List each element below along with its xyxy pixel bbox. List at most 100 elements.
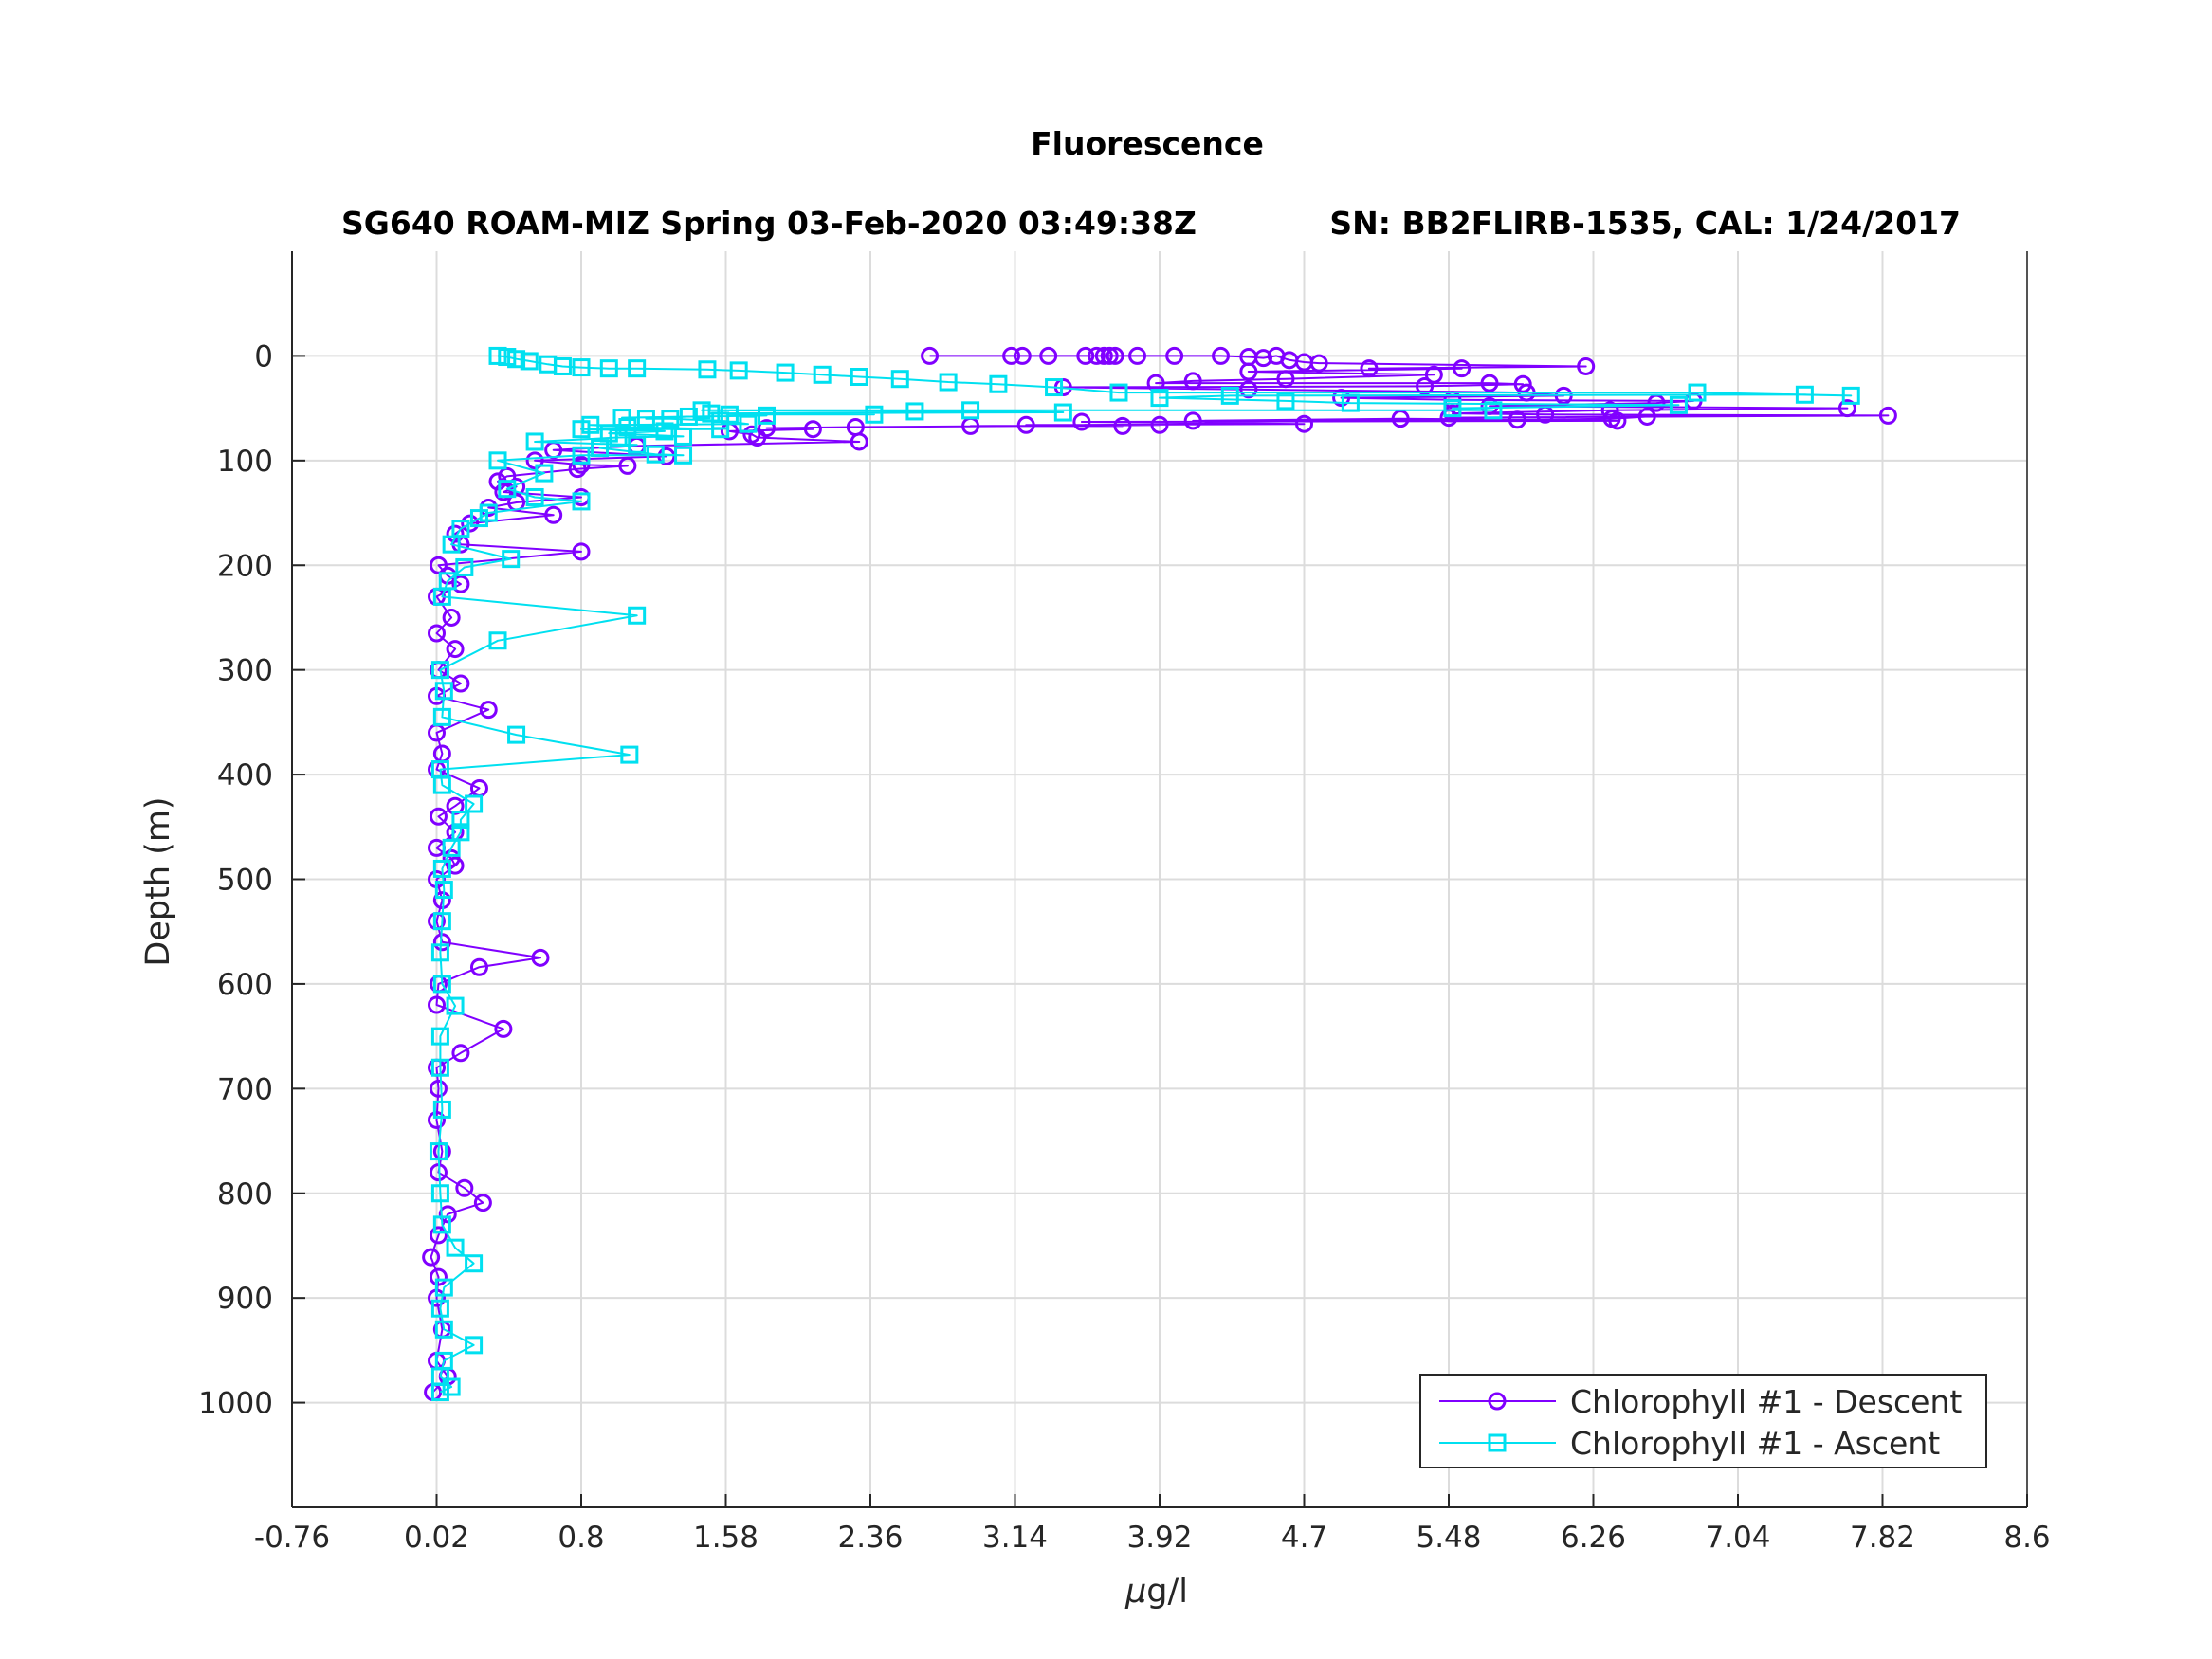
y-tick-label-8: 800: [217, 1177, 273, 1212]
series-0-point-52: [1016, 415, 1035, 434]
series-1-point-8: [465, 1254, 484, 1273]
x-tick-label-7: 4.7: [1281, 1521, 1327, 1555]
series-1-point-39: [442, 535, 461, 554]
x-tick-label-4: 2.36: [837, 1521, 903, 1555]
series-1-point-47: [488, 451, 507, 470]
series-1-point-104: [488, 346, 507, 365]
series-0-point-42: [1878, 406, 1897, 425]
series-0-point-102: [446, 856, 465, 875]
series-1-point-87: [1045, 378, 1064, 397]
series-1-point-62: [739, 414, 758, 433]
series-1-point-38: [502, 550, 521, 569]
series-1-point-96: [628, 359, 647, 378]
series-1-point-58: [572, 420, 591, 439]
series-0-point-120: [438, 1205, 457, 1224]
series-0-point-8: [1106, 346, 1124, 365]
series-0-point-20: [1453, 359, 1472, 378]
series-1-point-65: [636, 410, 655, 428]
legend-box: [1419, 1374, 1987, 1468]
series-1-point-32: [430, 661, 449, 680]
series-1-point-46: [535, 464, 554, 483]
series-1-point-86: [1109, 383, 1128, 402]
series-1-point-56: [599, 424, 618, 443]
series-1-point-57: [655, 422, 674, 441]
series-1-point-15: [430, 1027, 449, 1046]
legend-descent-marker: [1488, 1392, 1507, 1411]
series-0-point-111: [494, 1019, 513, 1038]
series-1-point-31: [434, 682, 453, 701]
series-0-point-3: [1039, 346, 1058, 365]
series-line-0: [430, 355, 1890, 1394]
legend-ascent-label: Chlorophyll #1 - Ascent: [1570, 1425, 1940, 1462]
series-0-point-115: [428, 1110, 446, 1129]
series-0-point-77: [544, 505, 563, 524]
series-1-point-16: [446, 996, 465, 1015]
y-axis-label: Depth (m): [139, 796, 177, 966]
plot-series: [422, 346, 1897, 1402]
y-tick-label-10: 1000: [198, 1387, 273, 1421]
series-0-point-17: [1309, 354, 1328, 373]
x-tick-label-6: 3.92: [1126, 1521, 1192, 1555]
series-1-point-53: [525, 432, 544, 451]
series-0-point-55: [1150, 415, 1169, 434]
series-line-1: [437, 355, 1853, 1394]
y-tick-label-4: 400: [217, 758, 273, 793]
series-1-point-6: [430, 1299, 449, 1318]
series-1-point-55: [674, 427, 693, 446]
series-1-point-83: [1795, 385, 1814, 404]
series-1-point-34: [628, 606, 647, 625]
series-0-point-86: [442, 608, 461, 627]
series-0-point-88: [446, 640, 465, 659]
x-tick-label-10: 7.04: [1705, 1521, 1770, 1555]
x-tick-label-5: 3.14: [982, 1521, 1048, 1555]
series-1-point-97: [599, 359, 618, 378]
series-1-point-70: [865, 405, 884, 424]
series-1-point-42: [479, 503, 498, 522]
series-1-point-23: [451, 823, 470, 842]
series-1-point-78: [1669, 395, 1688, 414]
series-0-point-10: [1165, 346, 1184, 365]
chart-title: Fluorescence: [1031, 125, 1264, 162]
series-1-point-81: [1150, 389, 1169, 408]
series-1-point-20: [434, 881, 453, 900]
series-1-point-25: [465, 794, 484, 813]
series-1-point-90: [890, 370, 909, 389]
series-0-point-97: [446, 796, 465, 815]
series-1-point-44: [525, 487, 544, 506]
series-0-point-90: [451, 674, 470, 693]
series-1-point-76: [1484, 401, 1503, 420]
series-1-point-54: [609, 428, 628, 447]
series-0-point-2: [1013, 346, 1032, 365]
series-1-point-5: [434, 1320, 453, 1339]
series-0-point-119: [473, 1194, 492, 1212]
series-0-point-123: [429, 1267, 448, 1286]
series-0-point-46: [1508, 410, 1526, 429]
series-1-point-33: [488, 631, 507, 650]
series-1-point-91: [850, 368, 868, 386]
series-1-point-41: [469, 509, 488, 528]
series-0-point-53: [1113, 416, 1132, 435]
legend-descent-label: Chlorophyll #1 - Descent: [1570, 1383, 1962, 1420]
series-0-point-122: [422, 1248, 441, 1267]
series-0-point-26: [1480, 374, 1499, 392]
series-0-point-82: [429, 556, 448, 574]
series-1-point-10: [432, 1215, 451, 1234]
series-0-point-98: [429, 807, 448, 826]
series-0-point-112: [451, 1044, 470, 1063]
series-1-point-49: [674, 446, 693, 465]
x-axis-label: μg/l: [1124, 1573, 1188, 1611]
series-1-point-67: [612, 409, 631, 428]
series-0-point-65: [657, 447, 676, 465]
series-0-point-107: [531, 948, 550, 967]
series-1-point-3: [434, 1351, 453, 1370]
legend: Chlorophyll #1 - Descent Chlorophyll #1 …: [1419, 1374, 1987, 1468]
x-tick-label-9: 6.26: [1561, 1521, 1626, 1555]
series-1-point-50: [646, 445, 665, 464]
series-0-point-13: [1253, 349, 1272, 368]
series-0-point-49: [1608, 411, 1627, 430]
series-1-point-24: [451, 811, 470, 830]
series-0-point-67: [572, 455, 591, 474]
series-0-point-1: [1002, 346, 1021, 365]
series-1-point-61: [581, 415, 600, 434]
series-0-point-18: [1577, 356, 1596, 375]
